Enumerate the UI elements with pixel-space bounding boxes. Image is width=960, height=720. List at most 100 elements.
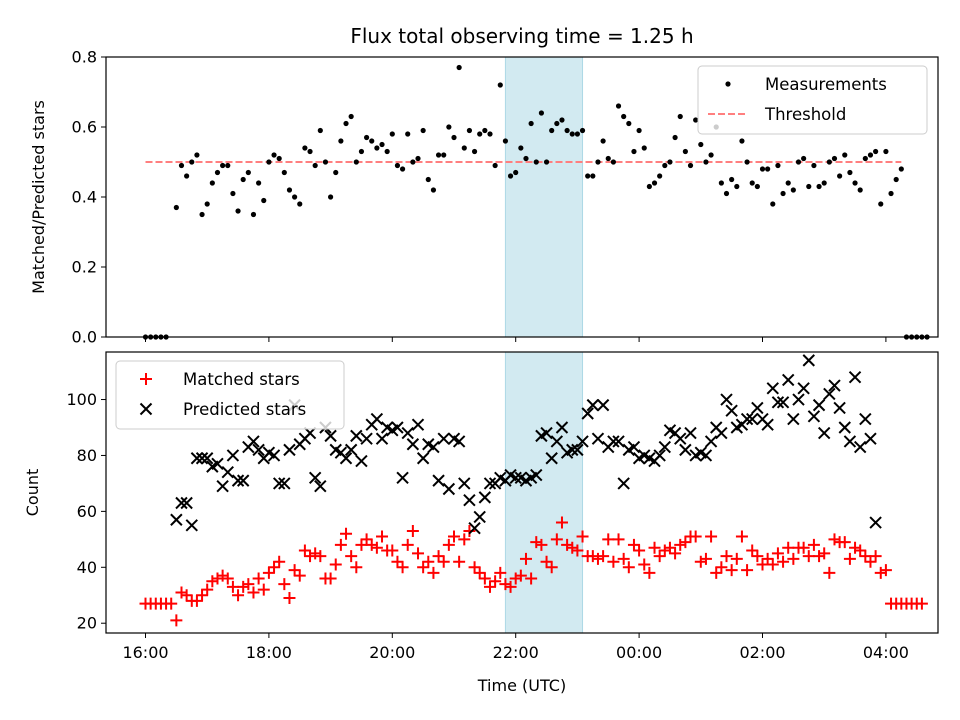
- matched-stars-point: [293, 569, 306, 582]
- matched-stars-point: [849, 541, 862, 554]
- measurement-point: [466, 127, 473, 134]
- measurement-point: [821, 180, 827, 186]
- predicted-stars-point: [596, 398, 610, 412]
- predicted-stars-point: [576, 435, 589, 448]
- measurement-point: [348, 113, 354, 120]
- matched-stars-point: [761, 552, 774, 565]
- measurement-point: [723, 190, 730, 197]
- matched-stars-point: [633, 544, 646, 557]
- measurement-point: [549, 127, 555, 134]
- measurement-point: [718, 180, 724, 186]
- predicted-stars-point: [566, 443, 579, 457]
- measurement-point: [873, 148, 879, 155]
- measurement-point: [579, 127, 586, 134]
- measurement-point: [302, 145, 308, 151]
- measurement-point: [184, 173, 190, 179]
- measurement-point: [353, 159, 359, 165]
- predicted-stars-point: [699, 449, 713, 462]
- predicted-stars-point: [308, 471, 322, 485]
- measurement-point: [425, 176, 431, 183]
- legend: Matched stars Predicted stars: [115, 360, 345, 430]
- matched-stars-point: [741, 564, 754, 577]
- matched-stars-point: [550, 533, 563, 546]
- measurement-point: [693, 117, 699, 123]
- measurement-point: [312, 162, 318, 169]
- y-tick-label: 40: [77, 558, 97, 577]
- predicted-stars-point: [401, 426, 414, 440]
- predicted-stars-point: [859, 412, 872, 426]
- measurement-point: [374, 145, 380, 151]
- predicted-stars-point: [627, 440, 641, 454]
- legend: Measurements Threshold: [697, 65, 928, 135]
- predicted-stars-point: [339, 452, 353, 465]
- predicted-stars-point: [247, 435, 260, 448]
- matched-stars-point: [694, 555, 707, 568]
- matched-stars-point: [324, 572, 337, 585]
- measurement-point: [888, 190, 894, 197]
- matched-stars-point: [180, 589, 193, 602]
- matched-stars-point: [412, 547, 425, 560]
- measurement-point: [703, 159, 709, 165]
- matched-stars-point: [489, 575, 502, 588]
- matched-stars-point: [478, 572, 491, 585]
- predicted-stars-point: [679, 443, 692, 457]
- matched-stars-point: [813, 550, 826, 563]
- measurement-point: [307, 148, 313, 155]
- matched-stars-point: [751, 550, 764, 563]
- matched-stars-point: [797, 541, 810, 554]
- predicted-stars-point: [586, 398, 600, 412]
- predicted-stars-point: [195, 452, 209, 465]
- predicted-stars-point: [355, 454, 368, 468]
- matched-stars-point: [823, 566, 836, 579]
- predicted-stars-point: [704, 435, 718, 448]
- measurement-point: [677, 113, 683, 120]
- measurement-point: [574, 131, 581, 137]
- measurement-point: [333, 169, 339, 176]
- matched-stars-point: [530, 536, 543, 549]
- predicted-stars-point: [370, 412, 384, 426]
- matched-stars-point: [483, 580, 496, 593]
- predicted-stars-point: [185, 519, 198, 532]
- measurement-point: [883, 148, 889, 155]
- measurement-point: [451, 134, 457, 141]
- predicted-stars-point: [746, 412, 759, 426]
- measurement-point: [286, 187, 293, 193]
- matched-stars-point: [828, 533, 841, 546]
- measurement-point: [194, 152, 200, 158]
- measurement-point: [862, 155, 868, 162]
- predicted-stars-point: [720, 393, 733, 406]
- measurement-point: [811, 162, 817, 169]
- predicted-stars-point: [653, 449, 666, 462]
- matched-stars-point: [545, 561, 558, 574]
- predicted-stars-point: [350, 429, 363, 443]
- shaded-interval: [504, 351, 584, 634]
- measurement-point: [657, 173, 663, 179]
- predicted-stars-point: [817, 426, 831, 440]
- x-tick-label: 18:00: [246, 643, 292, 662]
- matched-stars-point: [782, 541, 795, 554]
- measurement-point: [399, 166, 406, 172]
- measurement-point: [256, 180, 262, 186]
- measurement-point: [775, 162, 781, 169]
- matched-stars-point: [802, 550, 815, 563]
- measurement-point: [641, 145, 647, 151]
- x-tick-label: 00:00: [616, 643, 662, 662]
- matched-stars-point: [442, 538, 455, 551]
- y-tick-label: 80: [77, 446, 97, 465]
- measurement-point: [343, 120, 349, 127]
- measurement-point: [189, 159, 195, 165]
- matched-stars-point: [807, 538, 820, 551]
- measurement-point: [662, 162, 668, 169]
- measurement-point: [636, 127, 642, 134]
- measurement-point: [837, 173, 843, 179]
- measurement-point: [410, 159, 416, 165]
- predicted-stars-point: [807, 410, 821, 423]
- matched-stars-point: [268, 561, 281, 574]
- matched-stars-point: [540, 555, 553, 568]
- matched-stars-point: [519, 552, 532, 565]
- matched-stars-point: [648, 541, 661, 554]
- measurement-point: [477, 131, 483, 137]
- measurement-point: [806, 183, 812, 190]
- measurement-point: [687, 162, 694, 169]
- matched-stars-point: [787, 552, 800, 565]
